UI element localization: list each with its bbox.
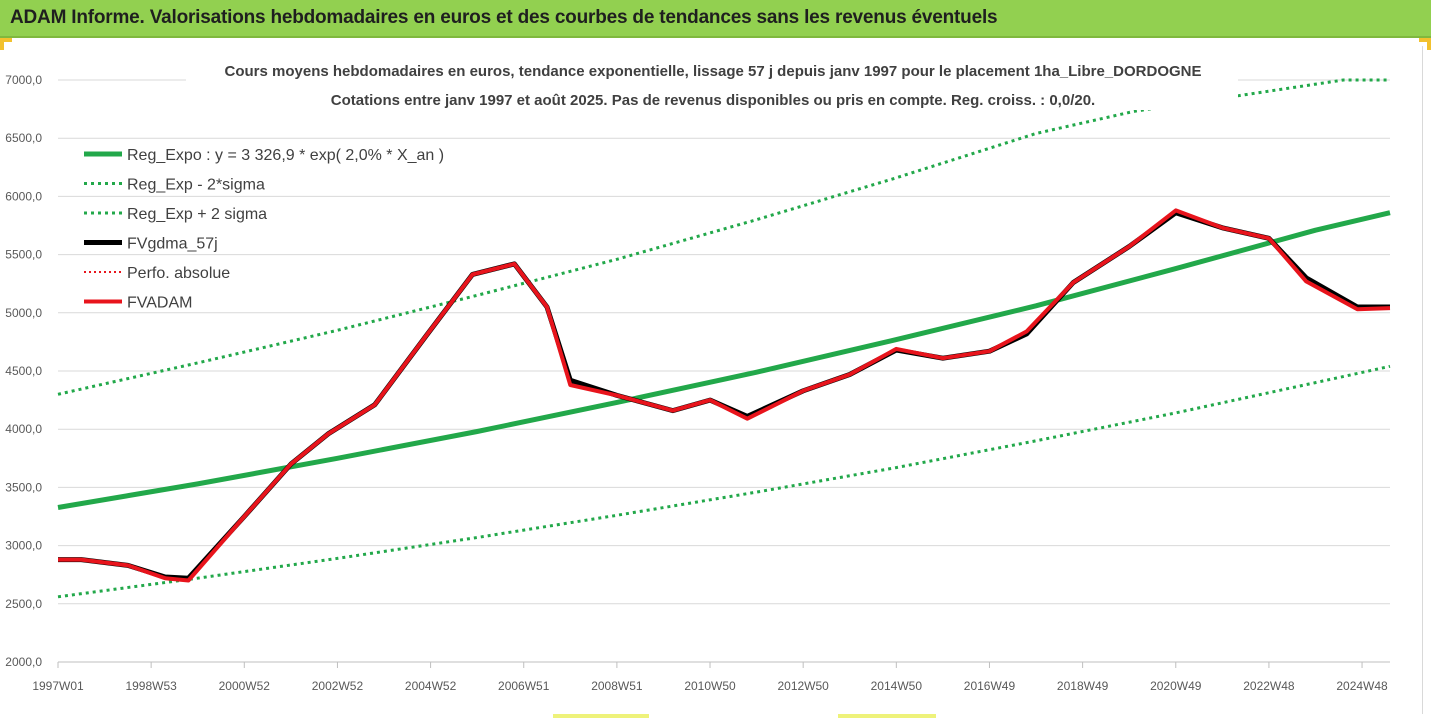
x-tick-label: 1997W01 [32,679,84,693]
report-title: ADAM Informe. Valorisations hebdomadaire… [10,7,998,28]
corner-marker [0,38,12,42]
series-line [58,208,1391,583]
y-tick-label: 4000,0 [5,422,42,436]
y-tick-label: 3500,0 [5,480,42,494]
y-tick-label: 4500,0 [5,364,42,378]
series-line [58,210,1390,581]
series-line [57,78,1390,396]
x-tick-label: 2018W49 [1057,679,1109,693]
x-tick-label: 2014W50 [871,679,923,693]
y-axis: 2000,0 2500,0 3000,0 3500,0 4000,0 4500,0 5000… [5,73,42,669]
y-tick-label: 3000,0 [5,539,42,553]
x-tick-label: 2012W50 [777,679,829,693]
report-banner: ADAM Informe. Valorisations hebdomadaire… [0,0,1431,38]
title-background [186,56,1238,110]
chart-subtitle: Cotations entre janv 1997 et août 2025. … [331,92,1095,109]
chart-title: Cours moyens hebdomadaires en euros, ten… [225,63,1202,80]
corner-marker [1419,38,1431,42]
x-tick-label: 2016W49 [964,679,1016,693]
series-line [57,210,1391,510]
y-tick-label: 7000,0 [5,73,42,87]
corner-marker [1427,38,1431,50]
x-axis: 1997W01 1998W53 2000W52 2002W52 2004W52 2006W… [32,661,1390,693]
y-tick-label: 2000,0 [5,655,42,669]
legend-label: Reg_Exp + 2 sigma [127,206,267,223]
x-tick-label: 2022W48 [1243,679,1295,693]
y-tick-label: 5500,0 [5,248,42,262]
chart-titles: Cours moyens hebdomadaires en euros, ten… [186,56,1238,110]
corner-marker [0,38,4,50]
y-tick-label: 2500,0 [5,597,42,611]
x-tick-label: 1998W53 [125,679,177,693]
legend-label: Reg_Expo : y = 3 326,9 * exp( 2,0% * X_a… [127,147,444,164]
legend-label: FVgdma_57j [127,236,218,253]
chart-legend: Reg_Expo : y = 3 326,9 * exp( 2,0% * X_a… [84,147,444,312]
x-tick-label: 2008W51 [591,679,643,693]
x-tick-label: 2002W52 [312,679,364,693]
bottom-marker [553,714,649,718]
bottom-marker [838,714,936,718]
x-tick-label: 2020W49 [1150,679,1202,693]
legend-label: Reg_Exp - 2*sigma [127,177,265,194]
x-tick-label: 2004W52 [405,679,457,693]
y-tick-label: 6500,0 [5,131,42,145]
legend-label: Perfo. absolue [127,265,230,282]
y-tick-label: 5000,0 [5,306,42,320]
y-tick-label: 6000,0 [5,189,42,203]
legend-label: FVADAM [127,295,192,312]
chart-frame-edge [1422,46,1423,714]
x-tick-label: 2006W51 [498,679,550,693]
x-tick-label: 2010W50 [684,679,736,693]
x-tick-label: 2024W48 [1336,679,1388,693]
series-line [57,364,1391,599]
x-tick-label: 2000W52 [219,679,271,693]
